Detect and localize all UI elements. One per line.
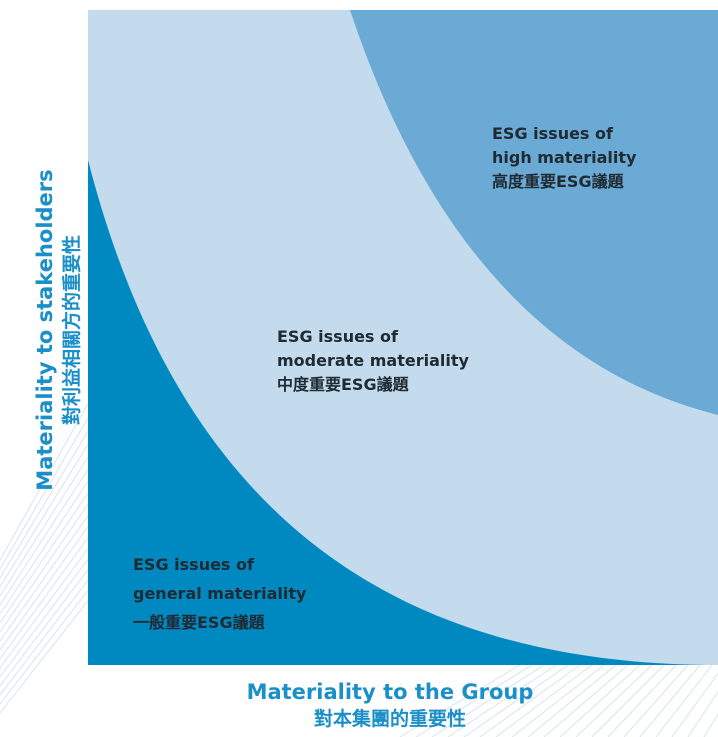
decor-line: [687, 691, 718, 737]
general-label-line1: ESG issues of: [133, 555, 254, 574]
high-label-line1: ESG issues of: [492, 124, 613, 143]
decor-line: [607, 664, 677, 737]
general-label-line3: 一般重要ESG議題: [133, 613, 265, 632]
x-axis-title-zh: 對本集團的重要性: [313, 708, 466, 730]
decor-line: [511, 664, 605, 737]
x-axis-title-en: Materiality to the Group: [246, 680, 534, 704]
moderate-materiality-label: ESG issues of moderate materiality 中度重要E…: [277, 325, 469, 397]
decor-line: [495, 664, 593, 737]
decor-line: [655, 664, 713, 737]
high-materiality-label: ESG issues of high materiality 高度重要ESG議題: [492, 122, 636, 194]
decor-line: [703, 713, 718, 737]
decor-line: [543, 664, 629, 737]
decor-line: [527, 664, 617, 737]
x-axis-title: Materiality to the Group 對本集團的重要性: [160, 678, 620, 732]
high-label-line2: high materiality: [492, 148, 637, 167]
decor-line: [0, 399, 91, 561]
decor-line: [415, 664, 533, 737]
moderate-label-line2: moderate materiality: [277, 351, 469, 370]
decor-line: [0, 403, 97, 570]
y-axis-title-en: Materiality to stakeholders: [33, 169, 57, 491]
general-materiality-label: ESG issues of general materiality 一般重要ES…: [133, 550, 306, 637]
y-axis-title: Materiality to stakeholders 對利益相關方的重要性: [31, 150, 85, 510]
decor-line: [623, 664, 689, 737]
materiality-matrix: [88, 10, 718, 665]
high-label-line3: 高度重要ESG議題: [492, 172, 624, 191]
decor-line: [399, 664, 521, 737]
decor-line: [639, 664, 701, 737]
decor-line: [431, 664, 545, 737]
decor-line: [591, 664, 665, 737]
decor-line: [575, 664, 653, 737]
y-axis-title-zh: 對利益相關方的重要性: [61, 235, 83, 426]
decor-line: [559, 664, 641, 737]
decor-line: [463, 664, 569, 737]
moderate-label-line3: 中度重要ESG議題: [277, 375, 409, 394]
decor-line: [0, 407, 103, 579]
zone-high-materiality: [350, 10, 718, 415]
general-label-line2: general materiality: [133, 584, 307, 603]
decor-line: [479, 664, 581, 737]
decor-line: [447, 664, 557, 737]
moderate-label-line1: ESG issues of: [277, 327, 398, 346]
decor-line: [671, 672, 718, 737]
